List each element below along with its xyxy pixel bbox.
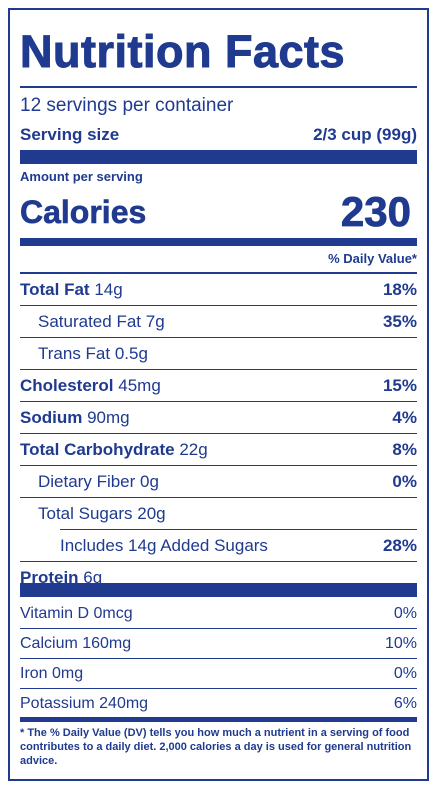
nutrient-dv: 8% — [392, 439, 417, 459]
nutrient-row-sodium: Sodium 90mg 4% — [20, 402, 417, 433]
label-title: Nutrition Facts — [20, 26, 346, 78]
serving-size-label: Serving size — [20, 125, 120, 144]
vitamin-row-potassium: Potassium 240mg 6% — [20, 689, 417, 718]
vitamin-name: Potassium 240mg — [20, 694, 149, 712]
divider — [20, 658, 417, 659]
divider-thick — [20, 583, 417, 597]
nutrient-dv: 35% — [382, 311, 417, 331]
nutrient-amount: 7g — [145, 311, 165, 331]
divider — [20, 497, 417, 498]
nutrient-row-cholesterol: Cholesterol 45mg 15% — [20, 370, 417, 401]
divider — [20, 369, 417, 370]
nutrient-amount: 14g — [94, 279, 123, 299]
divider-thick — [20, 150, 417, 164]
vitamin-dv: 0% — [393, 664, 417, 682]
divider — [20, 337, 417, 338]
nutrient-dv: 4% — [392, 407, 417, 427]
nutrient-amount: 90mg — [87, 407, 130, 427]
calories-value: 230 — [340, 188, 412, 236]
vitamin-name: Calcium 160mg — [20, 634, 132, 652]
nutrient-name: Trans Fat — [38, 343, 111, 363]
nutrient-name: Total Fat — [20, 279, 90, 299]
divider — [20, 401, 417, 402]
nutrient-name: Protein — [20, 567, 79, 587]
nutrient-row-trans-fat: Trans Fat 0.5g — [20, 338, 417, 369]
divider — [60, 529, 417, 530]
vitamin-list: Vitamin D 0mcg 0% Calcium 160mg 10% Iron… — [20, 599, 417, 718]
nutrient-name: Includes 14g Added Sugars — [60, 535, 268, 555]
divider-mid — [20, 717, 417, 722]
serving-size-value: 2/3 cup (99g) — [313, 125, 417, 144]
nutrient-row-protein: Protein 6g — [20, 562, 417, 593]
nutrient-name: Total Sugars — [38, 503, 133, 523]
nutrient-dv: 18% — [382, 279, 417, 299]
nutrition-label-content: Nutrition Facts 12 servings per containe… — [20, 10, 417, 779]
nutrient-amount: 22g — [179, 439, 208, 459]
divider — [20, 433, 417, 434]
divider — [20, 305, 417, 306]
footnote: * The % Daily Value (DV) tells you how m… — [20, 727, 412, 767]
nutrient-list: Total Fat 14g 18% Saturated Fat 7g 35% T… — [20, 274, 417, 593]
vitamin-name: Vitamin D 0mcg — [20, 604, 133, 622]
nutrition-label: Nutrition Facts 12 servings per containe… — [8, 8, 429, 781]
divider-thick — [20, 238, 417, 246]
nutrient-name: Total Carbohydrate — [20, 439, 175, 459]
vitamin-dv: 6% — [393, 694, 417, 712]
divider — [20, 86, 417, 88]
nutrient-name: Cholesterol — [20, 375, 114, 395]
nutrient-name: Dietary Fiber — [38, 471, 136, 491]
nutrient-row-total-sugars: Total Sugars 20g — [20, 498, 417, 529]
nutrient-row-saturated-fat: Saturated Fat 7g 35% — [20, 306, 417, 337]
nutrient-dv: 0% — [392, 471, 417, 491]
amount-per-serving: Amount per serving — [20, 169, 143, 184]
nutrient-amount: 20g — [137, 503, 166, 523]
divider — [20, 561, 417, 562]
nutrient-amount: 6g — [83, 567, 103, 587]
divider — [20, 465, 417, 466]
calories-label: Calories — [20, 193, 147, 230]
nutrient-row-total-fat: Total Fat 14g 18% — [20, 274, 417, 305]
daily-value-header: % Daily Value* — [328, 251, 417, 266]
divider — [20, 272, 417, 274]
nutrient-dv: 15% — [382, 375, 417, 395]
nutrient-row-added-sugars: Includes 14g Added Sugars 28% — [20, 530, 417, 561]
nutrient-amount: 0g — [140, 471, 159, 491]
vitamin-row-iron: Iron 0mg 0% — [20, 659, 417, 688]
vitamin-dv: 10% — [384, 634, 417, 652]
calories-row: Calories 230 — [20, 186, 417, 238]
nutrient-row-dietary-fiber: Dietary Fiber 0g 0% — [20, 466, 417, 497]
nutrient-name: Saturated Fat — [38, 311, 142, 331]
serving-size-row: Serving size 2/3 cup (99g) — [20, 124, 417, 146]
vitamin-name: Iron 0mg — [20, 664, 84, 682]
servings-per-container: 12 servings per container — [20, 95, 234, 116]
vitamin-row-vitamin-d: Vitamin D 0mcg 0% — [20, 599, 417, 628]
nutrient-name: Sodium — [20, 407, 83, 427]
divider — [20, 628, 417, 629]
divider — [20, 688, 417, 689]
vitamin-row-calcium: Calcium 160mg 10% — [20, 629, 417, 658]
nutrient-dv: 28% — [382, 535, 417, 555]
nutrient-row-total-carbohydrate: Total Carbohydrate 22g 8% — [20, 434, 417, 465]
nutrient-amount: 45mg — [118, 375, 161, 395]
vitamin-dv: 0% — [393, 604, 417, 622]
nutrient-amount: 0.5g — [114, 343, 148, 363]
